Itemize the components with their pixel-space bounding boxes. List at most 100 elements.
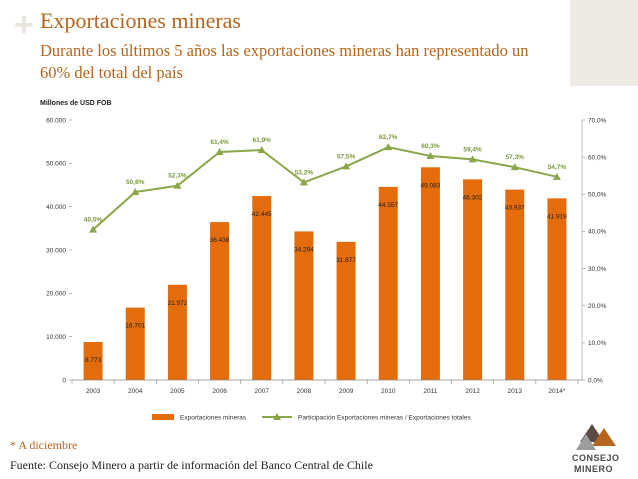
bar-series <box>83 167 567 380</box>
line-point-2007 <box>257 146 266 154</box>
bar-label-2006: 36.438 <box>210 237 230 244</box>
right-tick-label: 0,0% <box>588 377 603 384</box>
left-tick-label: 30.000 <box>46 247 66 254</box>
plus-icon: + <box>14 6 34 44</box>
left-tick-label: 10.000 <box>46 334 66 341</box>
bar-label-2007: 42.445 <box>252 211 272 218</box>
source-note: Fuente: Consejo Minero a partir de infor… <box>10 458 373 472</box>
bar-2008 <box>294 231 314 380</box>
right-tick-label: 50,0% <box>588 192 607 199</box>
line-label-2011: 60,3% <box>421 143 440 150</box>
bar-label-2013: 43.937 <box>505 205 525 212</box>
bar-label-2011: 49.083 <box>420 182 440 189</box>
x-tick-label-2008: 2008 <box>297 388 312 395</box>
line-point-2012 <box>468 155 477 163</box>
slide-title: Exportaciones mineras <box>40 8 241 33</box>
right-axis: 0,0% 10,0% 20,0% 30,0% 40,0% 50,0% 60,0% 70,0% <box>581 117 607 384</box>
bar-2007 <box>252 196 272 380</box>
line-point-2014* <box>552 172 561 180</box>
line-label-2012: 59,4% <box>463 146 482 153</box>
decorative-corner-box <box>570 0 638 86</box>
legend-line-label: Participación Exportaciones mineras / Ex… <box>298 415 471 422</box>
line-label-2003: 40,5% <box>84 217 103 224</box>
bar-label-2014*: 41.919 <box>547 213 567 220</box>
logo-triangle-grey <box>576 434 596 450</box>
logo-line2: MINERO <box>574 464 613 474</box>
line-label-2005: 52,3% <box>168 173 187 180</box>
bar-labels: 8.773 16.701 21.972 36.438 42.445 34.294 31.87… <box>85 182 567 364</box>
left-tick-label: 0 <box>62 377 66 384</box>
bar-2010 <box>378 186 398 380</box>
line-point-2011 <box>426 152 435 160</box>
bar-label-2005: 21.972 <box>167 300 187 307</box>
legend-bar-swatch <box>152 414 174 420</box>
line-label-2013: 57,3% <box>506 154 525 161</box>
bar-label-2009: 31.877 <box>336 257 356 264</box>
right-tick-label: 40,0% <box>588 229 607 236</box>
x-tick-label-2011: 2011 <box>423 388 437 395</box>
line-point-2006 <box>215 147 224 155</box>
consejo-minero-logo: CONSEJO MINERO <box>572 424 620 474</box>
bar-2003 <box>83 341 103 380</box>
x-tick-label-2006: 2006 <box>212 388 227 395</box>
bar-label-2008: 34.294 <box>294 246 314 253</box>
right-tick-label: 60,0% <box>588 154 607 161</box>
right-tick-label: 10,0% <box>588 340 607 347</box>
bar-2014* <box>547 198 567 380</box>
x-tick-label-2010: 2010 <box>381 388 396 395</box>
bar-2004 <box>125 307 145 380</box>
bar-label-2003: 8.773 <box>85 357 102 364</box>
line-point-2009 <box>342 162 351 170</box>
logo-line1: CONSEJO <box>572 453 620 463</box>
line-point-2005 <box>173 181 182 189</box>
line-label-2008: 53,2% <box>295 169 314 176</box>
x-tick-label-2003: 2003 <box>86 388 101 395</box>
legend-bar-label: Exportaciones mineras <box>180 415 247 422</box>
left-axis: 0 10.000 20.000 30.000 40.000 50.000 60.000 <box>46 117 72 384</box>
line-point-2003 <box>89 225 98 233</box>
legend-line-marker <box>273 413 281 420</box>
bar-2005 <box>167 284 187 380</box>
bar-2009 <box>336 241 356 380</box>
line-label-2007: 61,9% <box>253 137 272 144</box>
units-label: Millones de USD FOB <box>40 100 112 107</box>
bar-label-2012: 46.302 <box>463 194 483 201</box>
left-tick-label: 50.000 <box>46 161 66 168</box>
bar-2013 <box>505 189 525 380</box>
line-point-2013 <box>510 163 519 171</box>
legend: Exportaciones mineras Participación Expor… <box>152 413 471 422</box>
line-series <box>89 143 561 233</box>
line-label-2014*: 54,7% <box>548 164 567 171</box>
left-tick-label: 40.000 <box>46 204 66 211</box>
right-tick-label: 70,0% <box>588 117 607 124</box>
x-tick-label-2007: 2007 <box>255 388 270 395</box>
slide-subtitle: Durante los últimos 5 años las exportaci… <box>40 41 529 82</box>
line-labels: 40,5% 50,6% 52,3% 61,4% 61,9% 53,2% 57,5% 62,7%… <box>84 134 566 223</box>
x-tick-label-2012: 2012 <box>465 388 480 395</box>
x-tick-label-2013: 2013 <box>508 388 523 395</box>
bar-2006 <box>210 222 230 380</box>
x-tick-label-2009: 2009 <box>339 388 354 395</box>
bar-2011 <box>420 167 440 380</box>
line-label-2009: 57,5% <box>337 153 356 160</box>
x-tick-label-2004: 2004 <box>128 388 143 395</box>
line-point-2010 <box>384 143 393 151</box>
x-axis: 2003 2004 2005 2006 2007 2008 2009 2010 2011 2012… <box>71 379 582 395</box>
line-label-2006: 61,4% <box>210 139 229 146</box>
footnote: * A diciembre <box>10 438 78 452</box>
logo-triangle-orange <box>592 428 616 446</box>
line-label-2010: 62,7% <box>379 134 398 141</box>
bar-label-2010: 44.557 <box>378 202 398 209</box>
x-tick-label-2014*: 2014* <box>548 388 565 395</box>
right-tick-label: 20,0% <box>588 303 607 310</box>
bar-2012 <box>463 179 483 380</box>
bar-label-2004: 16.701 <box>125 323 145 330</box>
participation-line <box>92 146 558 231</box>
left-tick-label: 60.000 <box>46 117 66 124</box>
right-tick-label: 30,0% <box>588 266 607 273</box>
x-tick-label-2005: 2005 <box>170 388 185 395</box>
line-point-2008 <box>299 178 308 186</box>
left-tick-label: 20.000 <box>46 291 66 298</box>
line-label-2004: 50,6% <box>126 179 145 186</box>
